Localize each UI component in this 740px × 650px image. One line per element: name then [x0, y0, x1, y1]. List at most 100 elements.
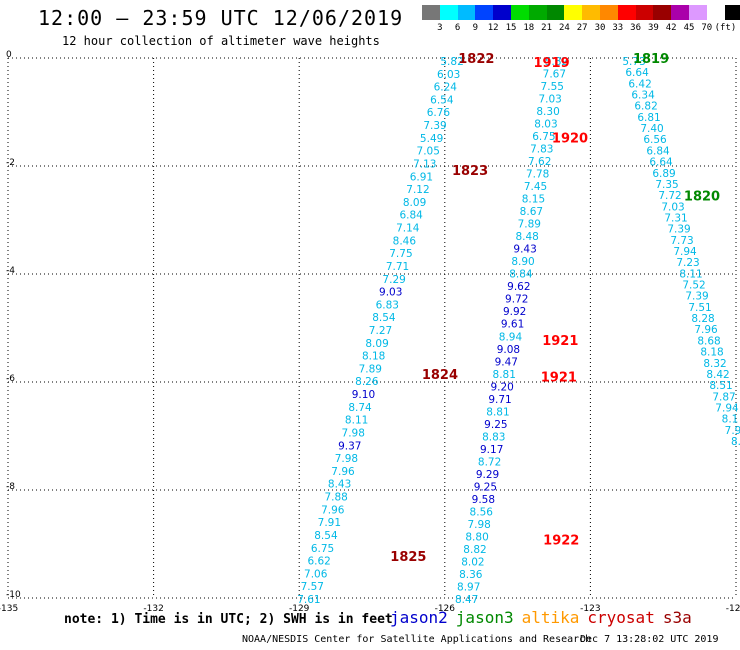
x-tick-label: -135: [0, 604, 18, 614]
swh-value: 8.56: [470, 506, 494, 518]
swh-value: 6.83: [376, 299, 399, 311]
swh-value: 7.03: [661, 201, 684, 213]
swh-value: 6.54: [430, 94, 454, 106]
y-tick-label: -8: [6, 482, 15, 492]
scale-swatch: [653, 5, 672, 20]
scale-swatch: [617, 5, 636, 20]
swh-value: 9.20: [490, 381, 513, 393]
swh-value: 8.68: [697, 335, 720, 347]
legend-jason3: jason3: [455, 608, 514, 627]
swh-value: 7.98: [335, 453, 358, 465]
scale-swatch: [493, 5, 511, 20]
x-tick-label: -129: [289, 604, 310, 614]
swh-value: 6.75: [532, 131, 555, 143]
swh-value: 7.75: [389, 248, 412, 260]
swh-value: 6.91: [410, 171, 433, 183]
swh-value: 8.81: [486, 406, 509, 418]
swh-value: 8.80: [465, 531, 488, 543]
swh-value: 6.62: [307, 556, 330, 568]
swh-value: 8.54: [372, 312, 396, 324]
y-tick-label: -4: [6, 266, 15, 276]
swh-value: 7.45: [524, 181, 547, 193]
swh-value: 6.03: [437, 69, 460, 81]
swh-value: 6.24: [434, 82, 458, 94]
scale-swatch: [439, 5, 458, 20]
swh-value: 7.57: [301, 581, 324, 593]
swh-value: 6.76: [427, 107, 451, 119]
swh-value: 9.62: [507, 281, 530, 293]
swh-value: 9.43: [513, 244, 536, 256]
time-label: 1922: [543, 534, 579, 549]
scale-swatch: [671, 5, 689, 20]
scale-label: 33: [612, 23, 624, 33]
scale-swatch: [422, 5, 440, 20]
scale-label: 21: [541, 23, 553, 33]
swh-value: 8.26: [355, 376, 379, 388]
time-label: 1920: [552, 131, 588, 146]
swh-value: 7.96: [694, 324, 718, 336]
swh-value: 8.03: [534, 119, 557, 131]
x-tick-label: -123: [580, 604, 600, 614]
swh-value: 6.84: [399, 210, 423, 222]
scale-label: 45: [683, 23, 695, 33]
swh-value: 8.36: [459, 569, 483, 581]
swh-value: 7.12: [406, 184, 429, 196]
swh-value: 6.64: [649, 157, 673, 169]
swh-value: 8.09: [365, 338, 388, 350]
swh-value: 7.29: [382, 274, 405, 286]
footer-credit: NOAA/NESDIS Center for Satellite Applica…: [242, 634, 592, 645]
swh-value: 8.18: [700, 347, 723, 359]
swh-value: 8.82: [463, 544, 486, 556]
swh-value: 7.39: [667, 224, 690, 236]
swh-value: 7.83: [530, 144, 553, 156]
swh-value: 7.98: [342, 427, 365, 439]
swh-value: 8.43: [328, 479, 351, 491]
swh-value: 8.72: [478, 456, 501, 468]
swh-value: 7.73: [670, 235, 693, 247]
legend-altika: altika: [521, 608, 580, 627]
swh-value: 6.34: [631, 90, 655, 102]
scale-label: 30: [594, 23, 606, 33]
scale-label: 24: [558, 23, 570, 33]
swh-value: 8.09: [403, 197, 426, 209]
swh-value: 8.90: [511, 256, 534, 268]
swh-value: 8.83: [482, 431, 505, 443]
swh-value: 8.30: [536, 106, 559, 118]
swh-value: 7.91: [318, 517, 341, 529]
time-label: 1919: [533, 56, 569, 71]
scale-label: 12: [487, 23, 499, 33]
swh-value: 7.06: [304, 568, 328, 580]
swh-value: 5.82: [545, 56, 568, 68]
swh-value: 8.18: [362, 351, 385, 363]
swh-value: 8.54: [314, 530, 338, 542]
scale-swatch: [706, 5, 725, 20]
swh-value: 5.49: [420, 133, 443, 145]
swh-value: 8.84: [509, 269, 533, 281]
scale-swatch: [635, 5, 654, 20]
swh-value: 9.37: [338, 440, 361, 452]
swh-value: 9.61: [501, 319, 524, 331]
scale-swatch: [600, 5, 618, 20]
scale-swatch: [546, 5, 565, 20]
swh-value: 9.58: [472, 494, 495, 506]
swh-value: 6.42: [628, 78, 651, 90]
swh-value: 6.82: [634, 101, 657, 113]
swh-value: 6.81: [637, 112, 660, 124]
swh-value: 7.55: [541, 81, 564, 93]
swh-value: 8.11: [345, 415, 368, 427]
scale-swatch: [528, 5, 547, 20]
swh-value: 8.15: [522, 194, 545, 206]
swh-value: 9.29: [476, 469, 499, 481]
swh-value: 8.11: [679, 268, 702, 280]
swh-value: 7.23: [676, 257, 699, 269]
legend-s3a: s3a: [662, 608, 692, 627]
scale-label: 3: [437, 23, 443, 33]
swh-value: 9.71: [488, 394, 511, 406]
time-label: 1819: [633, 52, 669, 67]
swh-value: 8.51: [709, 380, 732, 392]
legend-cryosat: cryosat: [587, 608, 655, 627]
time-label: 1825: [390, 550, 426, 565]
scale-label: 9: [472, 23, 479, 33]
swh-value: 5.82: [440, 56, 463, 68]
